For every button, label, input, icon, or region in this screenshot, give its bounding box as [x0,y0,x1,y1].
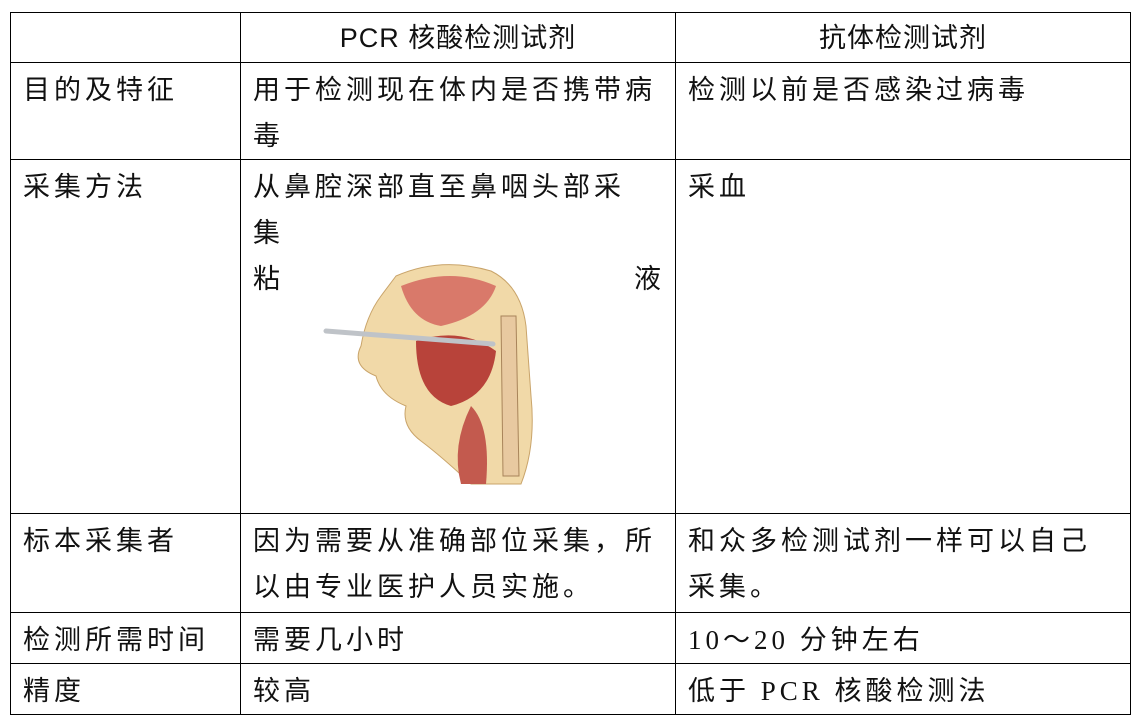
header-row: PCR 核酸检测试剂 抗体检测试剂 [10,12,1131,63]
antibody-cell: 检测以前是否感染过病毒 [675,62,1131,160]
pcr-cell: 用于检测现在体内是否携带病毒 [240,62,676,160]
comparison-table: PCR 核酸检测试剂 抗体检测试剂 目的及特征 用于检测现在体内是否携带病毒 检… [10,12,1131,715]
row-label: 采集方法 [10,159,241,514]
antibody-cell: 10～20 分钟左右 [675,612,1131,664]
pcr-cell: 从鼻腔深部直至鼻咽头部采集 粘液 [240,159,676,514]
anatomy-illustration [323,264,533,485]
antibody-cell: 采血 [675,159,1131,514]
cell-text: 因为需要从准确部位采集，所以由专业医护人员实施。 [253,526,656,602]
antibody-cell: 和众多检测试剂一样可以自己采集。 [675,513,1131,613]
row-label: 精度 [10,663,241,715]
row: 检测所需时间 需要几小时 10～20 分钟左右 [10,612,1131,664]
row-label: 目的及特征 [10,62,241,160]
row-label: 标本采集者 [10,513,241,613]
antibody-cell: 低于 PCR 核酸检测法 [675,663,1131,715]
cell-text: 需要几小时 [253,625,408,655]
pcr-cell: 因为需要从准确部位采集，所以由专业医护人员实施。 [240,513,676,613]
cell-text: 从鼻腔深部直至鼻咽头部采集 [253,172,625,248]
row: 目的及特征 用于检测现在体内是否携带病毒 检测以前是否感染过病毒 [10,62,1131,160]
corner-cell [10,12,241,63]
header-cell: PCR 核酸检测试剂 [240,12,676,63]
header-cell: 抗体检测试剂 [675,12,1131,63]
cell-text: 用于检测现在体内是否携带病毒 [253,75,656,151]
pcr-cell: 需要几小时 [240,612,676,664]
row: 精度 较高 低于 PCR 核酸检测法 [10,663,1131,715]
cell-text: 较高 [253,676,315,706]
pcr-cell: 较高 [240,663,676,715]
row-label: 检测所需时间 [10,612,241,664]
row: 标本采集者 因为需要从准确部位采集，所以由专业医护人员实施。 和众多检测试剂一样… [10,513,1131,613]
row: 采集方法 从鼻腔深部直至鼻咽头部采集 粘液 采血 [10,159,1131,514]
